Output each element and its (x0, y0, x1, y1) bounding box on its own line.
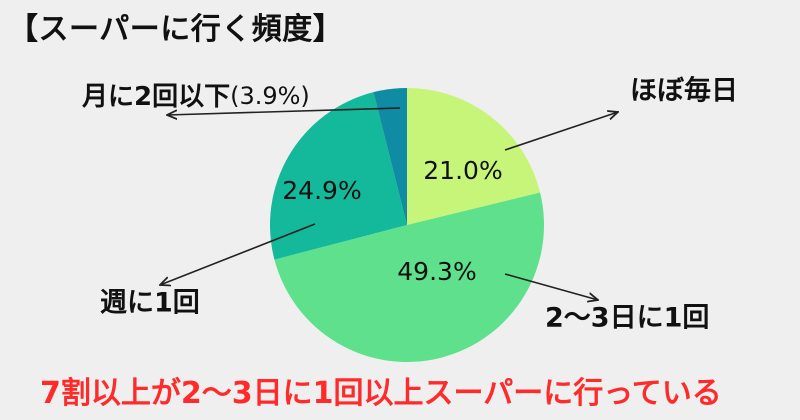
value-label-weekly: 24.9% (282, 176, 361, 205)
slice-every-2-3-days (274, 192, 544, 362)
category-label-twice-monthly: 月に2回以下(3.9%) (81, 82, 310, 112)
value-label-twice-monthly: (3.9%) (230, 82, 310, 110)
value-label-every-2-3-days: 49.3% (397, 257, 476, 286)
category-label-weekly: 週に1回 (100, 288, 200, 319)
callout-arrow-every-2-3-days (504, 273, 598, 300)
slice-weekly (269, 92, 407, 260)
slice-twice-monthly-or-less (373, 88, 407, 225)
callout-arrow-daily (504, 112, 618, 151)
callout-arrow-twice-monthly (167, 107, 401, 115)
chart-title: 【スーパーに行く頻度】 (8, 12, 344, 47)
category-label-daily: ほぼ毎日 (630, 76, 738, 107)
callout-arrow-weekly (160, 223, 316, 285)
value-label-daily: 21.0% (423, 156, 502, 185)
category-label-every-2-3-days: 2〜3日に1回 (545, 303, 709, 334)
summary-note: 7割以上が2〜3日に1回以上スーパーに行っている (40, 376, 722, 411)
slice-daily (407, 88, 541, 225)
